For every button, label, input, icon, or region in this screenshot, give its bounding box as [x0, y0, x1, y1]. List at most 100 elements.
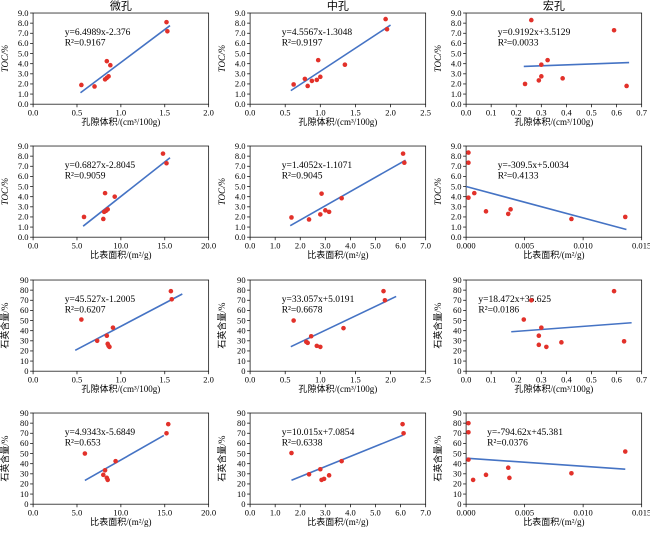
data-points: [79, 19, 170, 89]
data-point: [536, 78, 542, 83]
data-point: [326, 209, 332, 215]
data-point: [569, 216, 575, 222]
y-axis-ticks: 0.01.02.03.04.05.06.07.08.09.0: [451, 8, 467, 109]
data-point: [107, 344, 112, 349]
trendline: [511, 321, 633, 333]
x-tick-label: 0.005: [515, 507, 534, 517]
data-point: [506, 465, 511, 470]
cell-toc-surfacearea-micropore: 0.0 5.0 10.0 15.0 20.0 0.0 1.0 2.0 3.0 4.0 5.0 6.0 7…: [0, 133, 217, 266]
y-tick-label: 30: [20, 468, 29, 478]
data-point: [539, 74, 544, 79]
y-tick-label: 40: [237, 458, 246, 468]
x-tick-label: 0.5: [72, 374, 83, 384]
y-tick-label: 20: [20, 345, 29, 355]
data-points: [81, 151, 169, 222]
plot-quartz-vs-surface-area-mesopore: 0.0 1.0 2.0 3.0 4.0 5.0 6.0 7.0 0102030405060708…: [217, 408, 431, 527]
y-tick-label: 0.0: [235, 99, 246, 109]
r-squared-label: R²=0.0376: [487, 438, 528, 448]
x-tick-label: 4.0: [345, 507, 356, 517]
y-tick-label: 1.0: [18, 222, 29, 232]
data-point: [113, 458, 118, 464]
x-axis-label: 孔隙体积/(cm³/100g): [81, 383, 160, 394]
data-point: [382, 16, 388, 22]
x-axis-ticks: 0.0 0.5 1.0 1.5 2.0 2.5: [244, 104, 431, 118]
data-point: [305, 340, 310, 345]
y-tick-label: 20: [453, 345, 462, 355]
y-axis-ticks: 0.01.02.03.04.05.06.07.08.09.0: [235, 141, 250, 242]
trendline: [466, 457, 626, 470]
x-tick-label: 0.6: [612, 374, 623, 384]
data-point: [321, 476, 327, 481]
y-tick-label: 30: [453, 335, 462, 345]
y-tick-label: 10: [237, 489, 246, 499]
r-squared-label: R²=0.0033: [498, 38, 539, 48]
x-tick-label: 5.0: [72, 507, 83, 517]
y-tick-label: 0.0: [18, 99, 29, 109]
plot-toc-vs-surface-area-micropore: 0.0 5.0 10.0 15.0 20.00.01.02.03.04.05.06.07…: [0, 141, 216, 260]
y-tick-label: 0.0: [451, 99, 462, 109]
y-axis-ticks: 0.01.02.03.04.05.06.07.08.09.0: [18, 8, 34, 109]
x-axis-ticks: 0.0 0.5 1.0 1.5 2.0: [28, 104, 214, 118]
y-tick-label: 9.0: [235, 141, 246, 151]
trendline: [290, 295, 397, 347]
data-point: [624, 83, 630, 89]
data-point: [314, 77, 319, 83]
x-axis-label: 孔隙体积/(cm³/100g): [81, 116, 160, 127]
x-axis-label: 孔隙体积/(cm³/100g): [515, 383, 594, 394]
cell-toc-surfacearea-mesopore: 0.0 1.0 2.0 3.0 4.0 5.0 6.0 7.0 0.0 1.0 2.0 3.0 4.0 5…: [217, 133, 434, 266]
x-tick-label: 0.010: [574, 507, 593, 517]
x-tick-label: 0.5: [586, 374, 597, 384]
x-tick-label: 0.2: [511, 374, 522, 384]
x-tick-label: 2.0: [295, 507, 306, 517]
data-point: [340, 325, 346, 330]
x-tick-label: 0.0: [28, 374, 39, 384]
x-tick-label: 5.0: [370, 507, 381, 517]
y-tick-label: 30: [237, 335, 246, 345]
data-point: [318, 191, 324, 197]
y-tick-label: 9.0: [18, 8, 29, 18]
y-tick-label: 60: [237, 305, 246, 315]
y-axis-label: TOC/%: [0, 178, 10, 205]
data-point: [466, 160, 472, 166]
y-tick-label: 2.0: [235, 79, 246, 89]
y-tick-label: 3.0: [451, 69, 462, 79]
y-tick-label: 6.0: [235, 171, 246, 181]
x-tick-label: 1.0: [315, 374, 326, 384]
y-tick-label: 8.0: [235, 18, 246, 28]
r-squared-label: R²=0.4133: [498, 172, 539, 182]
data-point: [82, 450, 88, 456]
y-tick-label: 4.0: [451, 192, 462, 202]
y-tick-label: 20: [237, 345, 246, 355]
y-tick-label: 10: [453, 489, 462, 499]
x-axis-ticks: 0.000 0.005 0.010 0.015: [457, 503, 650, 517]
trendline: [82, 157, 171, 228]
equation-label: y=33.057x+5.0191: [281, 294, 354, 304]
data-point: [539, 324, 544, 330]
data-points: [466, 150, 628, 222]
plot-border: [466, 279, 643, 372]
trendline: [84, 434, 165, 481]
data-point: [529, 17, 534, 23]
data-point: [612, 288, 617, 293]
data-point: [160, 151, 166, 157]
y-tick-label: 1.0: [18, 89, 29, 99]
x-tick-label: 20.0: [201, 507, 216, 517]
data-point: [79, 82, 84, 88]
x-axis-label: 孔隙体积/(cm³/100g): [298, 383, 377, 394]
x-axis-label: 孔隙体积/(cm³/100g): [298, 116, 377, 127]
cell-toc-porevolume-mesopore: 中孔 0.0 0.5 1.0 1.5 2.0 2.5 0.0 1.0 2.0 3.0 4.0 5.0 6.…: [217, 0, 434, 133]
data-point: [560, 76, 566, 81]
x-tick-label: 1.0: [270, 241, 281, 251]
y-tick-label: 2.0: [18, 79, 29, 89]
x-tick-label: 1.5: [350, 108, 361, 118]
y-tick-label: 90: [20, 274, 29, 284]
x-tick-label: 0.000: [457, 241, 476, 251]
y-tick-label: 80: [453, 284, 462, 294]
y-tick-label: 4.0: [235, 192, 246, 202]
data-point: [94, 338, 100, 343]
data-point: [401, 160, 407, 166]
y-axis-ticks: 0.01.02.03.04.05.06.07.08.09.0: [235, 8, 250, 109]
